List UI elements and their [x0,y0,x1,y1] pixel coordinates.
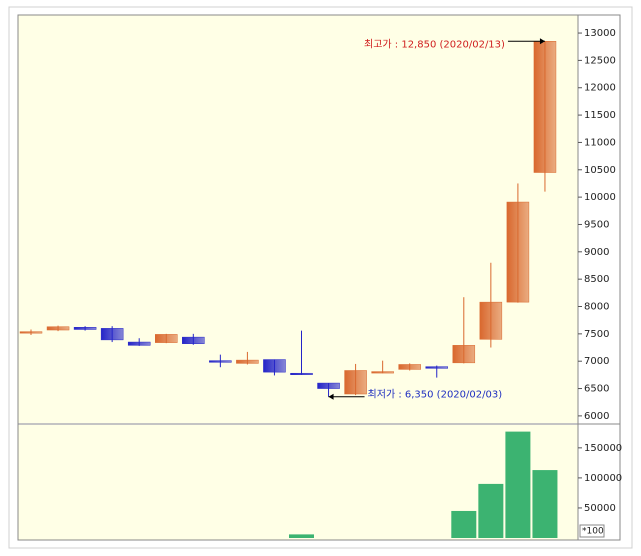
y-tick-label: 100000 [584,473,622,484]
y-tick-label: 8000 [584,302,609,313]
plot-border [17,14,621,541]
y-tick-label: 6500 [584,384,609,395]
unit-label: *100 [582,527,604,537]
candle-body [425,366,448,369]
candle-body [100,328,124,341]
candle-body [127,341,151,346]
y-tick-label: 13000 [584,28,616,39]
candle-body [19,331,43,334]
candle-body [73,327,97,330]
unit-box [579,524,605,538]
arrow-head [328,393,334,400]
y-tick-label: 11000 [584,137,616,148]
annotation-high: 최고가 : 12,850 (2020/02/13) [364,38,505,50]
candle-body [317,382,340,389]
candle-body [452,345,476,364]
y-tick-label: 10500 [584,165,616,176]
candle-body [263,359,286,373]
y-tick-label: 12500 [584,55,616,66]
candle-body [479,301,503,340]
candle-body [371,371,394,374]
y-tick-label: 12000 [584,83,616,94]
candle-body [344,370,367,395]
y-tick-label: 9500 [584,219,609,230]
candle-body [209,360,232,363]
arrow-head [539,38,545,45]
volume-bar [478,483,504,538]
volume-bar [451,510,477,538]
volume-bar [532,470,558,538]
candle-body [506,201,530,303]
y-tick-label: 50000 [584,503,616,514]
candle-body [236,359,259,364]
annotation-low: 최저가 : 6,350 (2020/02/03) [368,389,503,401]
candle-body [155,334,178,343]
y-tick-label: 150000 [584,443,622,454]
y-tick-label: 8500 [584,274,609,285]
y-tick-label: 11500 [584,110,616,121]
y-tick-label: 7000 [584,356,609,367]
price-panel [18,15,578,423]
volume-bar [289,534,314,538]
candle-body [398,364,421,370]
candle-body [46,326,70,331]
y-tick-label: 6000 [584,411,609,422]
y-tick-label: 7500 [584,329,609,340]
y-tick-label: 10000 [584,192,616,203]
candle-body [182,336,205,344]
y-tick-label: 9000 [584,247,609,258]
candle-body [290,372,313,375]
volume-bar [505,431,531,538]
candle-body [533,41,557,173]
